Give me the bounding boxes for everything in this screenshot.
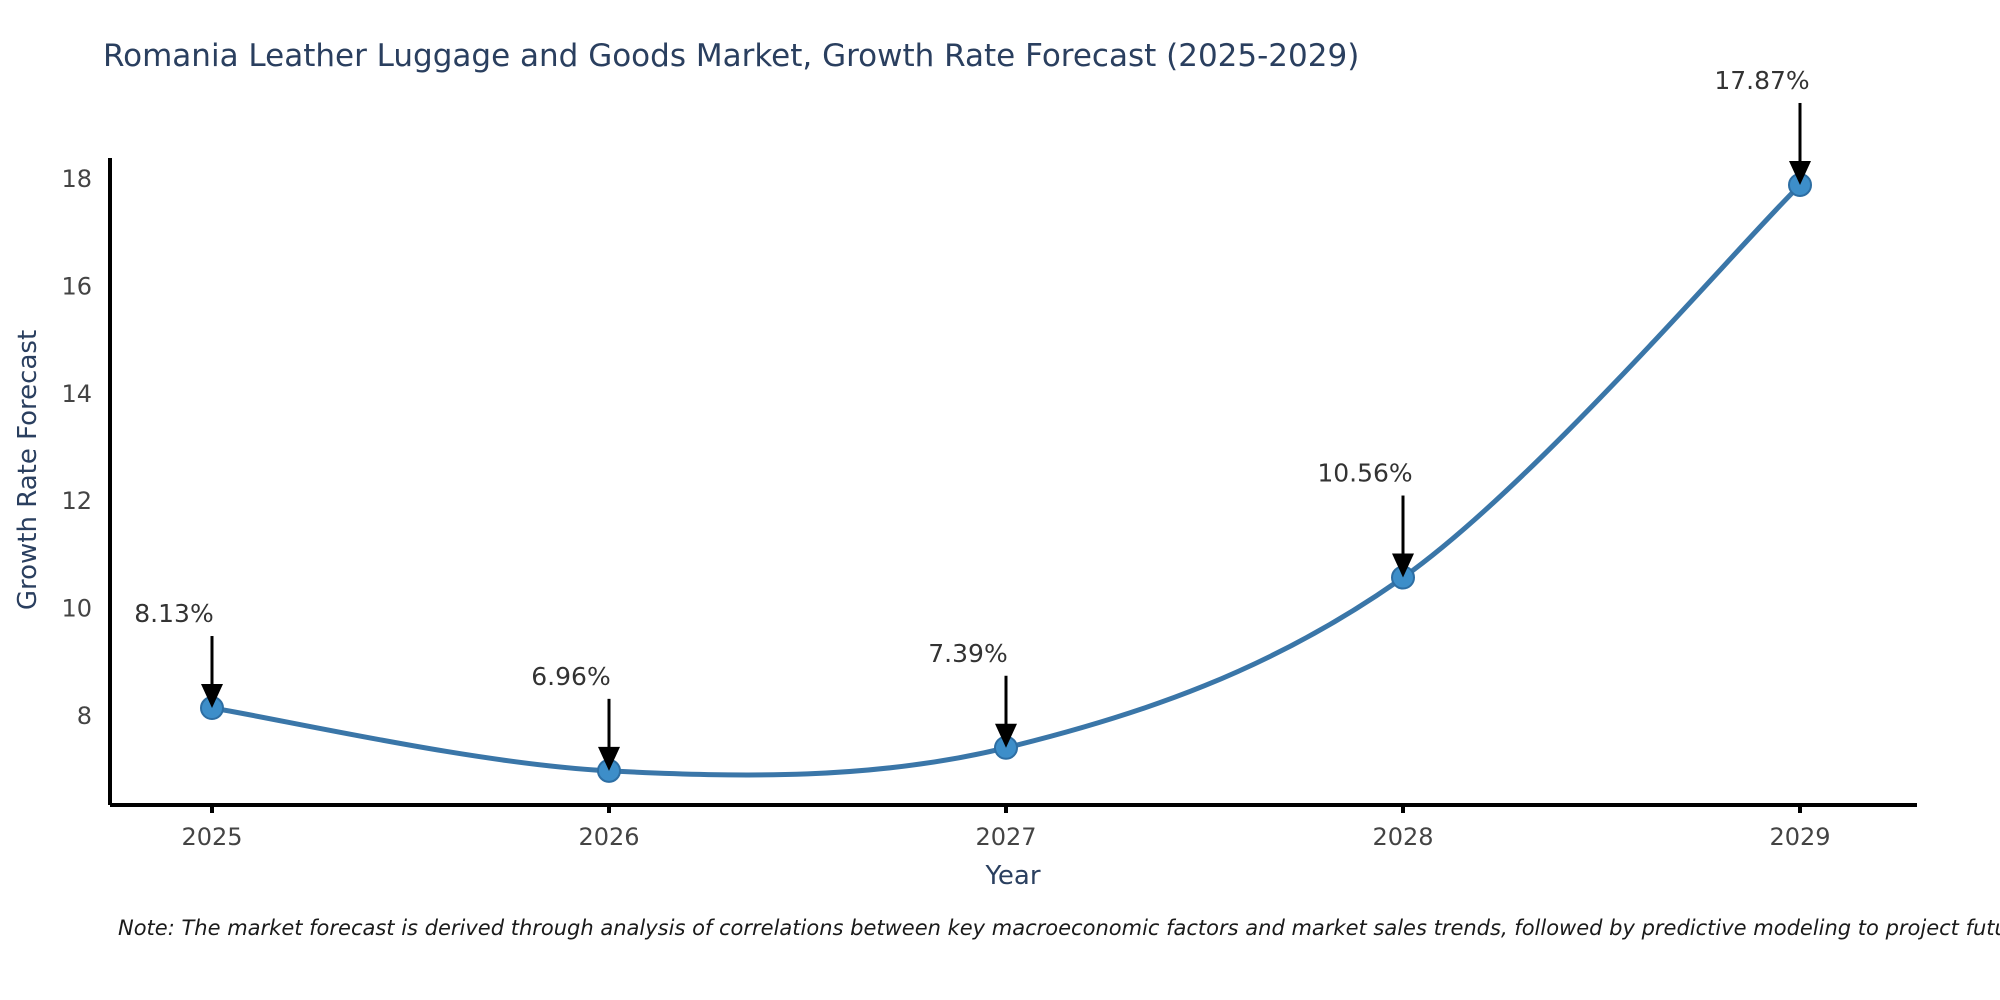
annotation-label: 10.56% bbox=[1317, 459, 1412, 488]
x-tick-label: 2028 bbox=[1372, 823, 1433, 851]
annotation-label: 17.87% bbox=[1714, 66, 1809, 95]
y-tick-label: 12 bbox=[61, 487, 92, 515]
annotation-arrow-head bbox=[1789, 160, 1811, 185]
y-tick-label: 8 bbox=[77, 702, 92, 730]
point-annotation: 10.56% bbox=[1317, 459, 1414, 578]
annotation-label: 6.96% bbox=[531, 662, 610, 691]
point-annotation: 8.13% bbox=[134, 599, 223, 709]
point-annotation: 7.39% bbox=[928, 639, 1017, 748]
annotation-label: 8.13% bbox=[134, 599, 213, 628]
x-tick-label: 2025 bbox=[181, 823, 242, 851]
y-tick-label: 14 bbox=[61, 380, 92, 408]
y-tick-label: 16 bbox=[61, 272, 92, 300]
y-tick-label: 18 bbox=[61, 165, 92, 193]
x-axis-title: Year bbox=[984, 861, 1040, 891]
x-tick-label: 2027 bbox=[975, 823, 1036, 851]
y-axis-title: Growth Rate Forecast bbox=[13, 330, 43, 610]
annotation-arrow-head bbox=[995, 723, 1017, 748]
data-point-annotations: 8.13% 6.96% 7.39% 10.56% 17.87% bbox=[134, 66, 1811, 771]
x-axis-ticks: 2025 2026 2027 2028 2029 bbox=[181, 805, 1831, 851]
y-axis-ticks: 8 10 12 14 16 18 bbox=[61, 165, 92, 730]
annotation-arrow-head bbox=[201, 684, 223, 709]
annotation-label: 7.39% bbox=[928, 639, 1007, 668]
point-annotation: 6.96% bbox=[531, 662, 620, 771]
x-tick-label: 2026 bbox=[578, 823, 639, 851]
chart-footnote: Note: The market forecast is derived thr… bbox=[118, 916, 2000, 940]
annotation-arrow-head bbox=[598, 746, 620, 771]
annotation-arrow-head bbox=[1392, 553, 1414, 578]
y-tick-label: 10 bbox=[61, 595, 92, 623]
chart-title: Romania Leather Luggage and Goods Market… bbox=[103, 38, 1359, 74]
point-annotation: 17.87% bbox=[1714, 66, 1811, 185]
x-tick-label: 2029 bbox=[1769, 823, 1830, 851]
